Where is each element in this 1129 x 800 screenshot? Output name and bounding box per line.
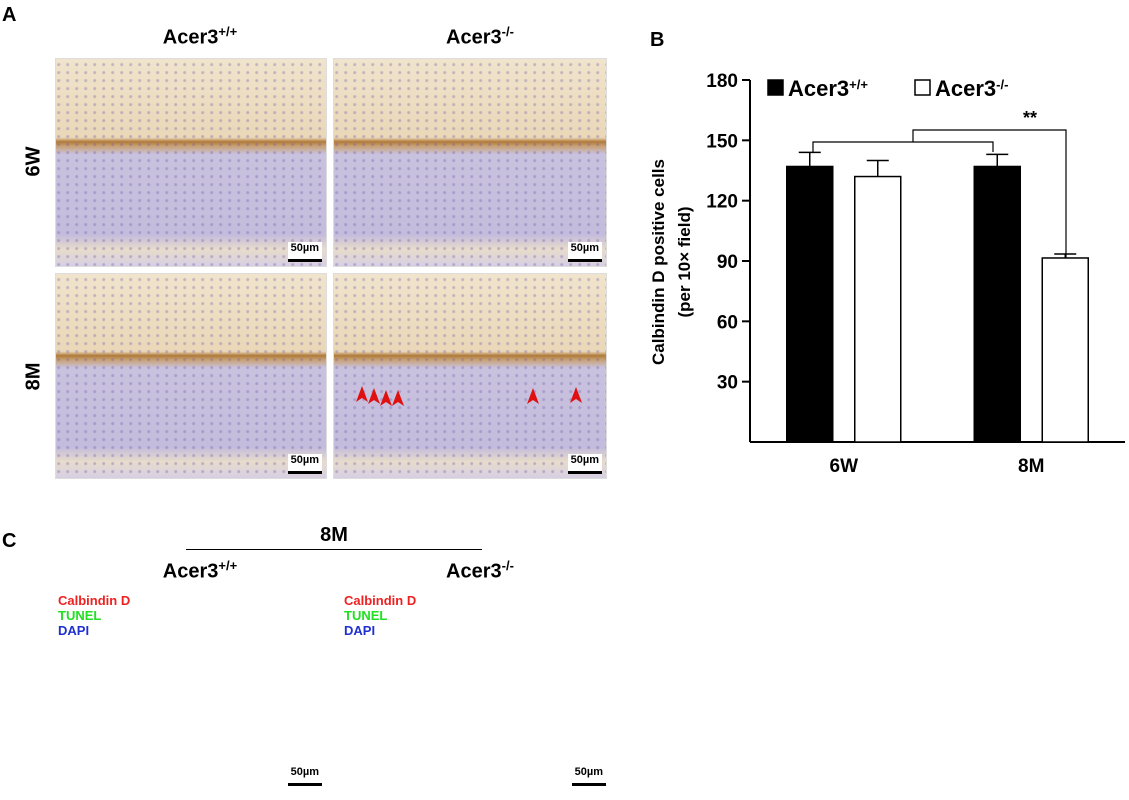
scale-bar: 50µm [287,242,322,262]
stain-label: DAPI [344,623,376,638]
y-tick-label: 180 [706,71,738,92]
scale-bar: 50µm [287,766,322,786]
y-tick-label: 150 [706,131,738,152]
y-tick-label: 120 [706,192,738,213]
panel-label: B [650,29,664,51]
column-header: Acer3-/- [446,558,514,583]
scale-bar: 50µm [567,242,602,262]
scale-bar: 50µm [571,766,606,786]
arrowheads [356,386,582,406]
bar [854,175,902,443]
stain-label: Calbindin D [344,593,417,608]
x-tick-label: 6W [830,456,859,477]
y-axis-title: (per 10× field) [675,206,694,317]
y-axis-title: Calbindin D positive cells [649,159,668,365]
panel-label: C [2,530,17,552]
column-header: Acer3+/+ [162,558,238,583]
bar [1041,257,1089,443]
column-header: Acer3-/- [446,24,514,49]
significance-bracket [812,129,1067,270]
legend-label: Acer3+/+ [788,76,868,101]
scale-bar: 50µm [287,454,322,474]
x-tick-label: 8M [1018,456,1044,477]
stain-label: TUNEL [344,608,388,623]
group-line [186,549,482,550]
row-label: 6W [22,146,45,177]
y-tick-label: 30 [717,373,738,394]
micrograph: 50µm [55,273,327,479]
row-label: 8M [22,362,45,391]
legend-swatch [914,79,931,96]
micrograph: 50µm [333,58,607,267]
y-tick-label: 90 [717,252,738,273]
stain-label: TUNEL [58,608,102,623]
legend-swatch [767,79,784,96]
fluorescence-image: Calbindin D TUNEL DAPI 50µm [338,587,610,790]
micrograph: 50µm [333,273,607,479]
bar [786,165,834,443]
micrograph: 50µm [55,58,327,267]
stain-label: DAPI [58,623,90,638]
significance: ** [1023,108,1037,128]
fluorescence-image: Calbindin D TUNEL DAPI 50µm [52,587,326,790]
group-header: 8M [320,524,348,546]
column-header: Acer3+/+ [162,24,238,49]
legend-label: Acer3-/- [935,76,1008,101]
chart: B Calbindin D positive cells (per 10× fi… [649,29,1125,477]
y-tick-label: 60 [717,312,738,333]
stain-label: Calbindin D [58,593,131,608]
panel-label: A [2,4,17,26]
scale-bar: 50µm [567,454,602,474]
bar [973,165,1021,443]
